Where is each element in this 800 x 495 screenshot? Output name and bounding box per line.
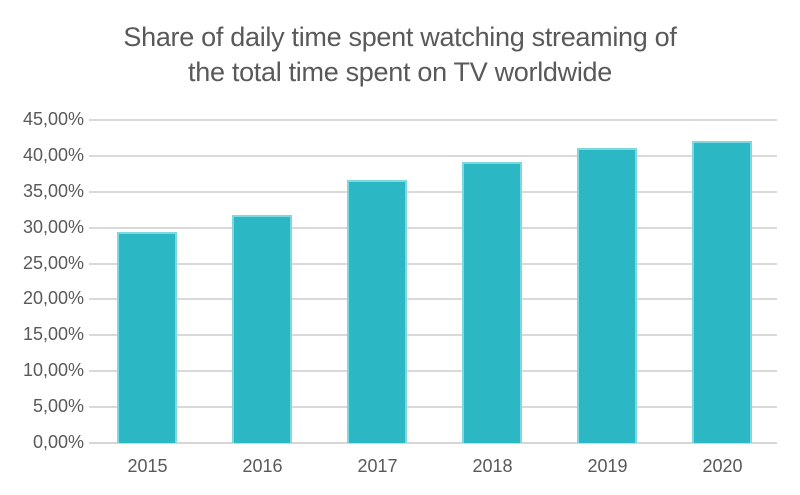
chart-title: Share of daily time spent watching strea… (0, 20, 800, 90)
x-tick-label-2016: 2016 (242, 456, 283, 476)
chart-title-line-1: Share of daily time spent watching strea… (123, 22, 677, 52)
gridline-45 (89, 119, 777, 121)
gridline-10 (89, 370, 777, 373)
bar-2020 (692, 140, 752, 443)
y-tick-label-40: 40,00% (22, 144, 84, 165)
plot-area: 45,00% 40,00% 35,00% 30,00% 25,00% 20,00% 15,0… (0, 109, 800, 495)
x-tick-label-2018: 2018 (472, 456, 513, 476)
gridline-5 (89, 406, 777, 409)
x-axis-line (89, 442, 777, 444)
y-tick-label-20: 20,00% (22, 288, 84, 309)
y-tick-label-0: 0,00% (32, 432, 84, 453)
bar-2016 (232, 214, 292, 443)
gridline-25 (89, 262, 777, 265)
gridline-30 (89, 226, 777, 229)
y-tick-label-35: 35,00% (22, 180, 84, 201)
y-tick-label-5: 5,00% (32, 396, 84, 417)
y-tick-label-45: 45,00% (22, 109, 84, 130)
y-tick-label-30: 30,00% (22, 216, 84, 237)
x-tick-label-2019: 2019 (587, 456, 628, 476)
y-tick-label-15: 15,00% (22, 324, 84, 345)
gridline-15 (89, 334, 777, 337)
gridline-40 (89, 154, 777, 157)
bar-2017 (347, 180, 407, 443)
bar-2018 (462, 162, 522, 443)
bar-2015 (117, 231, 177, 443)
bar-2019 (577, 147, 637, 443)
gridline-35 (89, 190, 777, 193)
x-tick-label-2017: 2017 (357, 456, 398, 476)
y-tick-label-10: 10,00% (22, 360, 84, 381)
x-tick-label-2020: 2020 (702, 456, 743, 476)
gridline-20 (89, 298, 777, 301)
y-tick-label-25: 25,00% (22, 252, 84, 273)
chart-title-line-2: the total time spent on TV worldwide (188, 57, 612, 87)
x-tick-label-2015: 2015 (127, 456, 168, 476)
